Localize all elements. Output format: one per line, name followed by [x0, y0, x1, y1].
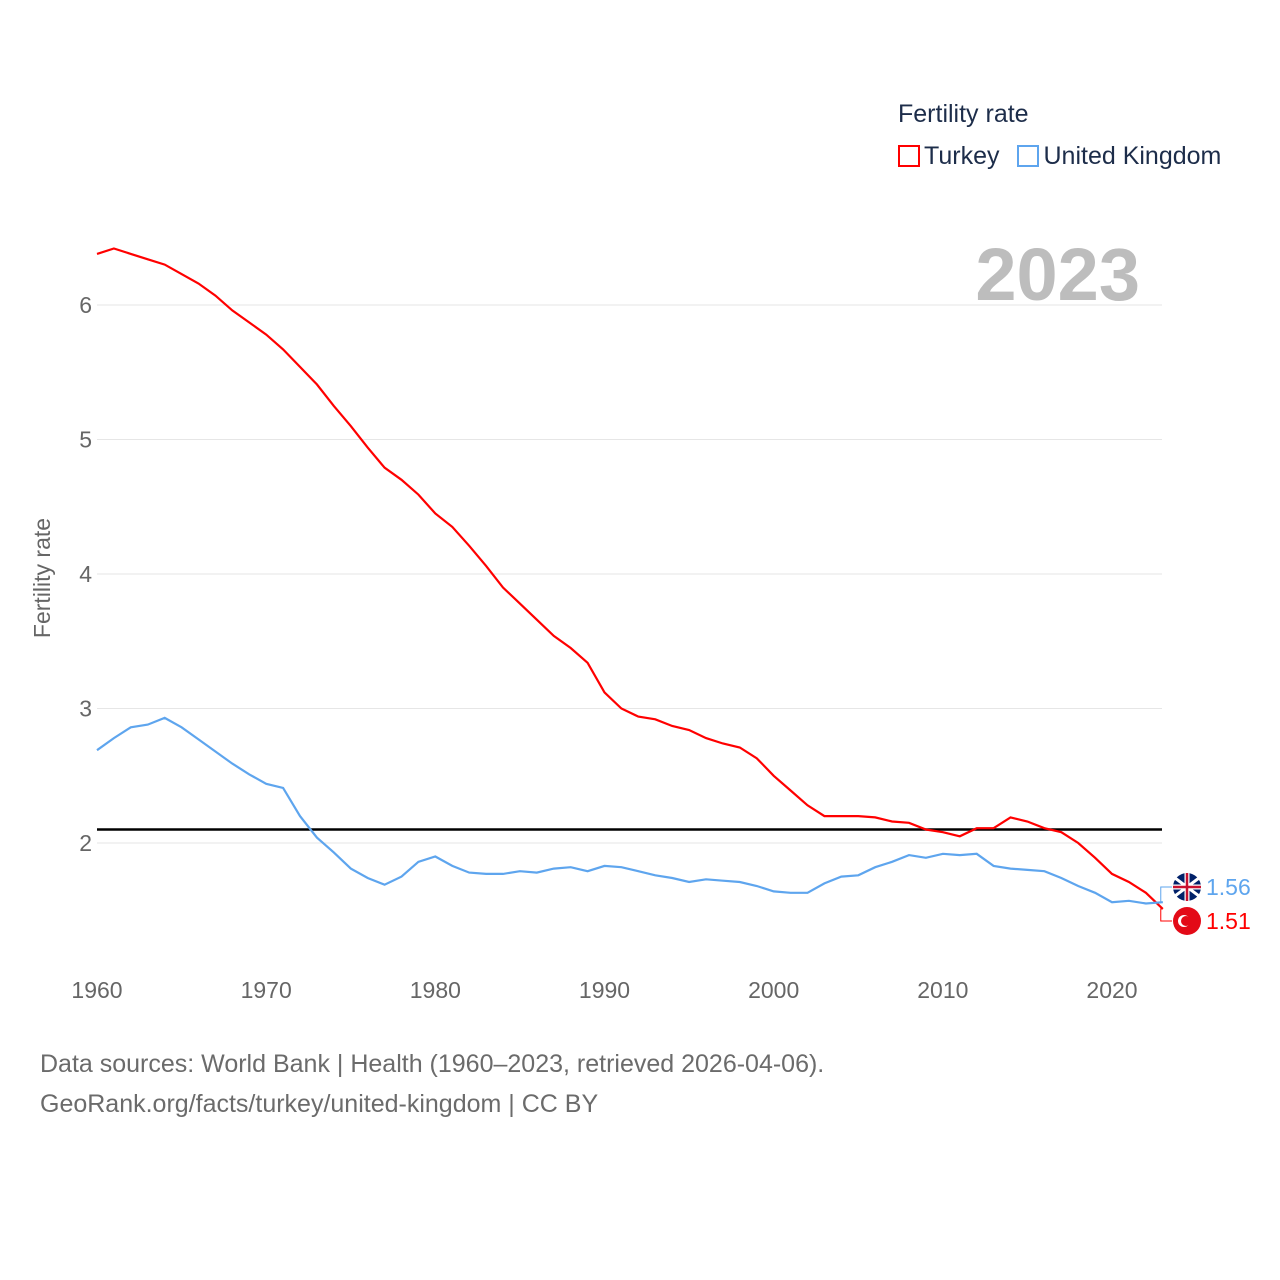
label-connector: [1160, 908, 1172, 922]
turkey-flag-icon: [1181, 916, 1191, 926]
source-text: Data sources: World Bank | Health (1960–…: [40, 1050, 825, 1078]
y-tick-label: 3: [79, 696, 92, 722]
y-tick-label: 6: [79, 292, 92, 318]
x-tick-label: 2000: [748, 977, 799, 1003]
y-tick-label: 5: [79, 427, 92, 453]
legend-item-turkey[interactable]: Turkey: [898, 142, 999, 171]
end-value-label: 1.51: [1206, 908, 1251, 934]
series-line-uk: [96, 716, 1163, 905]
uk-flag-icon: [1173, 873, 1201, 901]
y-axis-label: Fertility rate: [29, 518, 55, 638]
x-tick-label: 1960: [71, 977, 122, 1003]
x-tick-label: 1970: [241, 977, 292, 1003]
legend-label-turkey: Turkey: [924, 142, 1000, 170]
legend-label-uk: United Kingdom: [1043, 142, 1222, 170]
legend-item-uk[interactable]: United Kingdom: [1017, 142, 1221, 171]
series-line-turkey: [96, 247, 1164, 910]
legend-swatch-uk: [1017, 145, 1040, 167]
x-tick-label: 1990: [579, 977, 630, 1003]
y-tick-label: 2: [79, 830, 92, 856]
footer: Data sources: World Bank | Health (1960–…: [40, 1044, 824, 1124]
year-label: 2023: [975, 233, 1140, 316]
source-link[interactable]: GeoRank.org/facts/turkey/united-kingdom …: [40, 1090, 599, 1118]
x-tick-label: 2020: [1086, 977, 1137, 1003]
y-tick-label: 4: [79, 561, 92, 587]
label-connector: [1160, 886, 1172, 903]
end-value-label: 1.56: [1206, 874, 1251, 900]
legend: Turkey United Kingdom: [898, 142, 1221, 171]
legend-swatch-turkey: [898, 145, 920, 167]
legend-title: Fertility rate: [898, 100, 1029, 128]
x-tick-label: 2010: [917, 977, 968, 1003]
x-tick-label: 1980: [410, 977, 461, 1003]
